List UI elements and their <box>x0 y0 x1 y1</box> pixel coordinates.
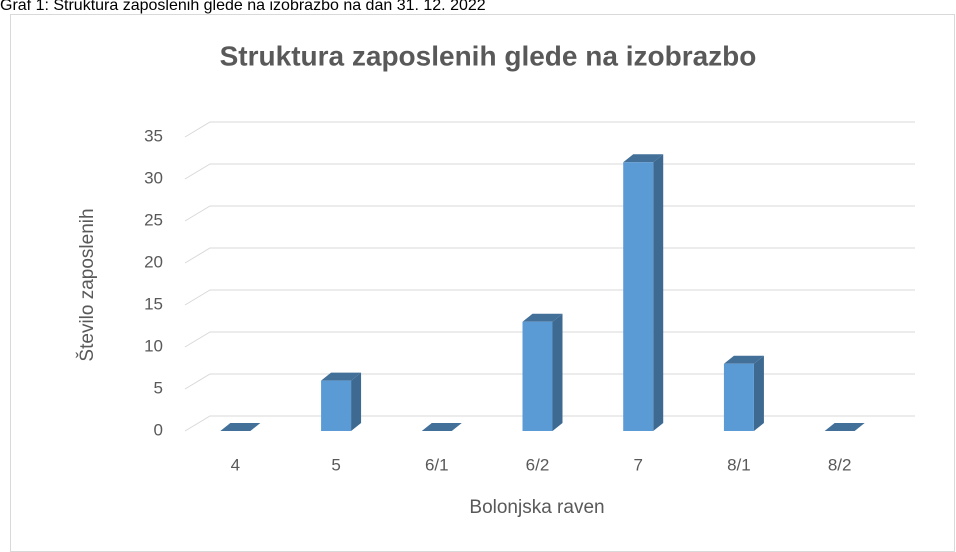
grid-line <box>184 247 915 264</box>
bar <box>522 313 563 431</box>
bar-top <box>220 423 261 431</box>
chart-frame <box>10 14 955 552</box>
x-axis-label: Bolonjska raven <box>469 497 604 518</box>
grid-line <box>184 415 915 432</box>
x-tick-label: 8/2 <box>828 455 852 474</box>
bar <box>220 423 261 431</box>
grid-line <box>184 163 915 180</box>
x-tick-label: 7 <box>633 455 642 474</box>
y-tick-label: 35 <box>144 126 163 145</box>
grid-line <box>184 289 915 306</box>
bar <box>824 423 865 431</box>
bar-front <box>623 162 654 431</box>
x-tick-label: 6/1 <box>425 455 449 474</box>
caption: Graf 1: Struktura zaposlenih glede na iz… <box>0 0 486 14</box>
bar-top <box>522 313 563 322</box>
bar <box>321 372 362 431</box>
y-tick-label: 10 <box>144 336 163 355</box>
bar <box>623 154 664 431</box>
y-tick-label: 5 <box>154 378 163 397</box>
y-axis-label: Število zaposlenih <box>76 208 98 361</box>
bar-front <box>723 363 754 431</box>
x-tick-label: 4 <box>231 455 240 474</box>
bar-side <box>653 154 664 431</box>
y-tick-label: 25 <box>144 210 163 229</box>
bar <box>723 355 764 431</box>
y-tick-label: 0 <box>154 420 163 439</box>
bar-side <box>552 313 563 431</box>
grid-line <box>184 373 915 390</box>
bar-top <box>623 154 664 163</box>
x-tick-label: 6/2 <box>526 455 550 474</box>
chart-title: Struktura zaposlenih glede na izobrazbo <box>220 40 757 71</box>
bar-top <box>824 423 865 431</box>
bar-front <box>522 321 553 431</box>
grid-line <box>184 121 915 138</box>
bar-side <box>753 355 764 431</box>
y-tick-label: 20 <box>144 252 163 271</box>
bar <box>421 423 462 431</box>
bar-top <box>723 355 764 364</box>
bar-front <box>321 380 352 431</box>
y-tick-label: 30 <box>144 168 163 187</box>
grid-line <box>184 205 915 222</box>
bar-top <box>321 372 362 381</box>
bar-side <box>351 372 362 431</box>
grid-line <box>184 331 915 348</box>
x-tick-label: 8/1 <box>727 455 751 474</box>
x-tick-label: 5 <box>331 455 340 474</box>
bar-top <box>421 423 462 431</box>
y-tick-label: 15 <box>144 294 163 313</box>
